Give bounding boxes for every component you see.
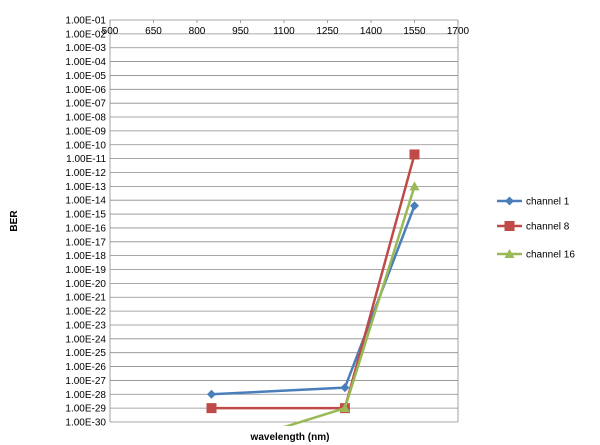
series-line	[211, 205, 416, 396]
y-tick-label: 1.00E-14	[65, 196, 106, 207]
y-tick-label: 1.00E-27	[65, 376, 106, 387]
legend-entry-label: channel 1	[526, 197, 570, 208]
y-tick-label: 1.00E-03	[65, 43, 106, 54]
y-tick-label: 1.00E-16	[65, 223, 106, 234]
y-tick-label: 1.00E-04	[65, 57, 106, 68]
x-axis-title: wavelength (nm)	[250, 432, 330, 443]
data-point	[340, 383, 350, 393]
y-tick-label: 1.00E-26	[65, 362, 106, 373]
y-tick-label: 1.00E-15	[65, 210, 106, 221]
x-tick-labels: 500 650 800 950 1100 1250 1400 1550 1700	[102, 26, 470, 37]
y-tick-label: 1.00E-05	[65, 71, 106, 82]
x-tick-label: 500	[102, 26, 119, 37]
y-tick-label: 1.00E-21	[65, 293, 106, 304]
y-tick-label: 1.00E-13	[65, 182, 106, 193]
legend-entry-label: channel 8	[526, 222, 570, 233]
y-tick-label: 1.00E-24	[65, 334, 106, 345]
legend: channel 1 channel 8 channel 16	[497, 196, 575, 261]
y-tick-label: 1.00E-12	[65, 168, 106, 179]
y-tick-label: 1.00E-19	[65, 265, 106, 276]
x-tick-label: 650	[145, 26, 162, 37]
x-tick-label: 800	[189, 26, 206, 37]
legend-marker	[504, 249, 515, 258]
gridlines	[109, 19, 459, 423]
y-tick-label: 1.00E-09	[65, 126, 106, 137]
x-tick-label: 1550	[403, 26, 426, 37]
legend-entry-label: channel 16	[526, 250, 575, 261]
series-line	[283, 185, 416, 426]
y-tick-label: 1.00E-02	[65, 29, 106, 40]
y-tick-label: 1.00E-08	[65, 113, 106, 124]
y-tick-label: 1.00E-30	[65, 418, 106, 429]
legend-marker	[504, 221, 515, 231]
x-tick-label: 1100	[273, 26, 295, 37]
data-point	[409, 181, 420, 191]
y-tick-label: 1.00E-18	[65, 251, 106, 262]
y-tick-label: 1.00E-28	[65, 390, 106, 401]
y-tick-labels: 1.00E-01 1.00E-02 1.00E-03 1.00E-04 1.00E-05…	[65, 16, 106, 429]
y-tick-label: 1.00E-17	[65, 237, 106, 248]
y-tick-label: 1.00E-29	[65, 404, 106, 415]
y-tick-label: 1.00E-10	[65, 140, 106, 151]
y-tick-label: 1.00E-20	[65, 279, 106, 290]
y-tick-label: 1.00E-22	[65, 307, 106, 318]
x-tick-label: 1400	[360, 26, 383, 37]
y-tick-label: 1.00E-23	[65, 320, 106, 331]
data-point	[207, 389, 216, 399]
y-tick-label: 1.00E-01	[65, 16, 106, 27]
data-point	[410, 201, 419, 211]
x-tick-label: 1700	[447, 26, 470, 37]
x-tick-label: 1250	[316, 26, 339, 37]
y-tick-label: 1.00E-25	[65, 348, 106, 359]
data-point	[206, 403, 217, 414]
y-axis-title: BER	[9, 210, 20, 232]
y-tick-label: 1.00E-06	[65, 85, 106, 96]
x-tick-label: 950	[232, 26, 249, 37]
data-point	[409, 149, 420, 160]
data-point	[339, 403, 350, 413]
y-tick-label: 1.00E-11	[66, 154, 106, 165]
plot-series	[206, 149, 420, 426]
y-tick-label: 1.00E-07	[65, 99, 106, 110]
legend-marker	[505, 196, 514, 206]
